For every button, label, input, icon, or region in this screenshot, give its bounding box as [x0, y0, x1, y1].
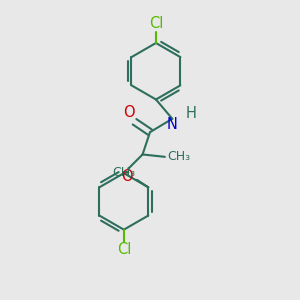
- Text: H: H: [186, 106, 196, 121]
- Text: O: O: [121, 169, 133, 184]
- Text: CH₃: CH₃: [167, 150, 190, 163]
- Text: CH₃: CH₃: [113, 166, 136, 179]
- Text: N: N: [167, 117, 178, 132]
- Text: O: O: [123, 105, 135, 120]
- Text: Cl: Cl: [117, 242, 131, 257]
- Text: Cl: Cl: [149, 16, 163, 31]
